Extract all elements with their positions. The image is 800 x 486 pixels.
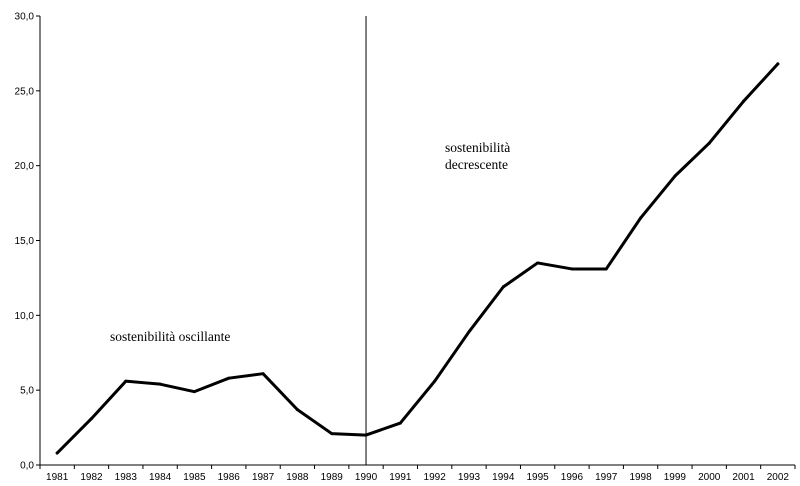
x-tick-label: 1981 bbox=[46, 472, 69, 483]
x-tick-label: 1998 bbox=[629, 472, 652, 483]
data-point bbox=[570, 267, 574, 271]
x-tick-label: 1991 bbox=[389, 472, 412, 483]
data-point bbox=[536, 261, 540, 265]
x-tick-label: 1990 bbox=[355, 472, 378, 483]
data-point bbox=[330, 432, 334, 436]
x-tick-label: 1994 bbox=[492, 472, 515, 483]
data-point bbox=[89, 417, 93, 421]
x-tick-label: 2002 bbox=[767, 472, 790, 483]
x-tick-label: 1986 bbox=[218, 472, 241, 483]
y-tick-label: 5,0 bbox=[20, 386, 34, 397]
data-point bbox=[639, 216, 643, 220]
x-tick-label: 1985 bbox=[183, 472, 206, 483]
x-tick-label: 1999 bbox=[664, 472, 687, 483]
x-tick-label: 1984 bbox=[149, 472, 172, 483]
y-tick-label: 20,0 bbox=[15, 161, 35, 172]
data-point bbox=[55, 451, 59, 455]
annotation-decreasing-line1: sostenibilità bbox=[445, 140, 510, 155]
x-tick-label: 1996 bbox=[561, 472, 584, 483]
data-point bbox=[227, 376, 231, 380]
data-point bbox=[742, 99, 746, 103]
y-tick-label: 10,0 bbox=[15, 311, 35, 322]
annotation-oscillating: sostenibilità oscillante bbox=[110, 329, 230, 344]
axes bbox=[39, 16, 795, 466]
data-point bbox=[776, 62, 780, 66]
data-point bbox=[707, 141, 711, 145]
x-tick-label: 1997 bbox=[595, 472, 618, 483]
x-tick-label: 1983 bbox=[115, 472, 138, 483]
x-tick-label: 1987 bbox=[252, 472, 275, 483]
x-tick-label: 1982 bbox=[80, 472, 103, 483]
y-ticks: 0,0 5,0 10,0 15,0 20,0 25,0 30,0 bbox=[15, 12, 40, 472]
data-point bbox=[364, 433, 368, 437]
data-point bbox=[501, 285, 505, 289]
x-tick-label: 1989 bbox=[321, 472, 344, 483]
y-tick-label: 0,0 bbox=[20, 461, 34, 472]
data-point bbox=[673, 174, 677, 178]
x-ticks: 1981 1982 1983 1984 1985 1986 1987 1988 1989 1990… bbox=[39, 465, 796, 483]
data-point bbox=[124, 379, 128, 383]
data-point bbox=[158, 382, 162, 386]
series-line bbox=[55, 62, 780, 455]
data-point bbox=[398, 421, 402, 425]
x-tick-label: 1995 bbox=[526, 472, 549, 483]
data-point bbox=[295, 408, 299, 412]
y-tick-label: 15,0 bbox=[15, 236, 35, 247]
x-tick-label: 2000 bbox=[698, 472, 721, 483]
annotation-decreasing-line2: decrescente bbox=[445, 157, 508, 172]
data-point bbox=[261, 372, 265, 376]
data-point bbox=[467, 330, 471, 334]
x-tick-label: 1993 bbox=[458, 472, 481, 483]
data-point bbox=[192, 390, 196, 394]
x-tick-label: 1992 bbox=[424, 472, 447, 483]
x-tick-label: 2001 bbox=[732, 472, 755, 483]
series-points bbox=[55, 62, 780, 455]
data-point bbox=[433, 379, 437, 383]
y-tick-label: 30,0 bbox=[15, 12, 35, 23]
data-point bbox=[604, 267, 608, 271]
y-tick-label: 25,0 bbox=[15, 86, 35, 97]
x-tick-label: 1988 bbox=[286, 472, 309, 483]
